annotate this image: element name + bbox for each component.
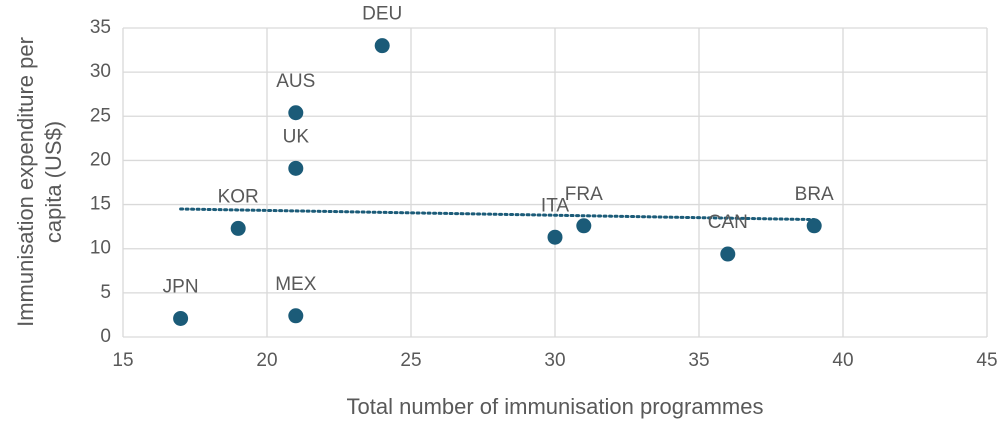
- y-tick-label: 20: [90, 149, 111, 170]
- point-label: FRA: [565, 184, 603, 205]
- point-label: MEX: [275, 274, 317, 295]
- y-tick-label: 0: [100, 326, 111, 347]
- point: [230, 220, 246, 236]
- point: [720, 246, 736, 262]
- point-label: CAN: [708, 212, 748, 233]
- x-tick-label: 35: [688, 350, 709, 371]
- y-tick-label: 10: [90, 238, 111, 259]
- point: [576, 218, 592, 234]
- point: [806, 218, 822, 234]
- y-axis-title: capita (US$): [41, 121, 66, 243]
- point: [288, 308, 304, 324]
- point-label: DEU: [362, 4, 402, 25]
- y-tick-label: 15: [90, 194, 111, 215]
- trendline: [179, 207, 816, 222]
- x-tick-label: 30: [544, 350, 565, 371]
- point-label: AUS: [276, 71, 315, 92]
- x-tick-label: 45: [976, 350, 997, 371]
- x-tick-label: 20: [256, 350, 277, 371]
- point-label: BRA: [795, 184, 834, 205]
- x-axis-title: Total number of immunisation programmes: [347, 394, 764, 419]
- point: [374, 38, 390, 54]
- point-label: ITA: [541, 195, 569, 216]
- x-tick-label: 40: [832, 350, 853, 371]
- point: [547, 229, 563, 245]
- point-label: JPN: [163, 276, 199, 297]
- x-tick-label: 15: [112, 350, 133, 371]
- point: [173, 310, 189, 326]
- point: [288, 160, 304, 176]
- point-label: UK: [283, 126, 310, 147]
- x-tick-label: 25: [400, 350, 421, 371]
- y-tick-label: 25: [90, 105, 111, 126]
- y-axis-title: Immunisation expenditure per: [13, 37, 38, 327]
- point-label: KOR: [218, 186, 259, 207]
- y-tick-label: 5: [100, 282, 111, 303]
- y-tick-label: 30: [90, 61, 111, 82]
- point: [288, 105, 304, 121]
- y-tick-label: 35: [90, 17, 111, 38]
